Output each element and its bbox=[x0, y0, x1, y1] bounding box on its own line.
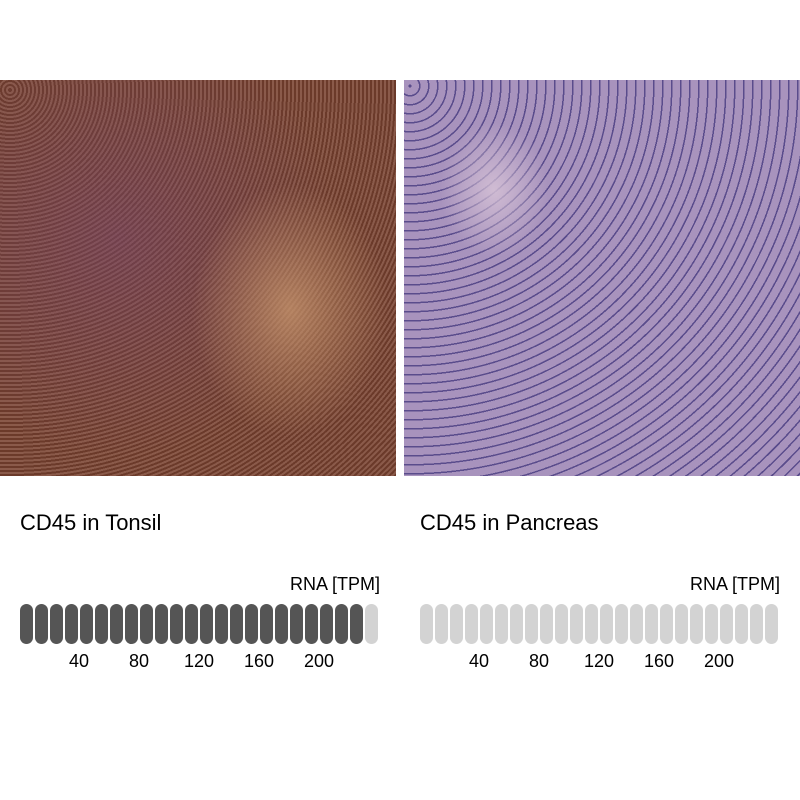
rna-label-pancreas: RNA [TPM] bbox=[689, 574, 780, 594]
rna-bar-segment bbox=[465, 604, 478, 644]
rna-bar-segment bbox=[110, 604, 123, 644]
rna-bar-segment bbox=[275, 604, 288, 644]
rna-bar-segment bbox=[480, 604, 493, 644]
tick-label: 200 bbox=[303, 651, 335, 671]
panel-title-tonsil: CD45 in Tonsil bbox=[20, 510, 162, 535]
rna-bar-segment bbox=[305, 604, 318, 644]
rna-bar-segment bbox=[735, 604, 748, 644]
rna-bar-segment bbox=[35, 604, 48, 644]
rna-bar-segment bbox=[750, 604, 763, 644]
rna-bar-segment bbox=[80, 604, 93, 644]
tick-label: 120 bbox=[583, 651, 615, 671]
rna-bar-segment bbox=[495, 604, 508, 644]
rna-bar-segment bbox=[350, 604, 363, 644]
rna-bar-segment bbox=[155, 604, 168, 644]
rna-bar-segment bbox=[200, 604, 213, 644]
panel-title-pancreas: CD45 in Pancreas bbox=[420, 510, 599, 535]
rna-bar-segment bbox=[260, 604, 273, 644]
rna-bar-segment bbox=[705, 604, 718, 644]
rna-bar-segment bbox=[20, 604, 33, 644]
rna-bar-segment bbox=[570, 604, 583, 644]
rna-bar-segment bbox=[320, 604, 333, 644]
rna-bar-segment bbox=[335, 604, 348, 644]
rna-bar-segment bbox=[690, 604, 703, 644]
rna-bar-segment bbox=[215, 604, 228, 644]
rna-bar-segment bbox=[230, 604, 243, 644]
rna-bar-segment bbox=[185, 604, 198, 644]
rna-label-tonsil: RNA [TPM] bbox=[289, 574, 380, 594]
tick-label: 40 bbox=[468, 651, 490, 671]
pancreas-tissue-image bbox=[404, 80, 800, 476]
rna-bar-segment bbox=[615, 604, 628, 644]
rna-bar-segment bbox=[630, 604, 643, 644]
tonsil-tissue-image bbox=[0, 80, 396, 476]
tick-label: 40 bbox=[68, 651, 90, 671]
rna-bar-segment bbox=[170, 604, 183, 644]
rna-bar-segment bbox=[660, 604, 673, 644]
tick-label: 80 bbox=[128, 651, 150, 671]
rna-bar-segment bbox=[555, 604, 568, 644]
tick-label: 200 bbox=[703, 651, 735, 671]
rna-bar-segment bbox=[140, 604, 153, 644]
rna-bar-segment bbox=[510, 604, 523, 644]
rna-bar-segment bbox=[675, 604, 688, 644]
rna-bar-segment bbox=[645, 604, 658, 644]
rna-bar-segment bbox=[50, 604, 63, 644]
rna-bar-segment bbox=[765, 604, 778, 644]
rna-bar-segment bbox=[450, 604, 463, 644]
rna-bar-segment bbox=[720, 604, 733, 644]
tick-label: 120 bbox=[183, 651, 215, 671]
rna-bar-segment bbox=[125, 604, 138, 644]
rna-bar-segment bbox=[435, 604, 448, 644]
rna-bar-segment bbox=[540, 604, 553, 644]
rna-bar-segment bbox=[585, 604, 598, 644]
rna-bar-segment bbox=[600, 604, 613, 644]
rna-bar-segment bbox=[365, 604, 378, 644]
rna-bar-segment bbox=[525, 604, 538, 644]
rna-bar-segment bbox=[65, 604, 78, 644]
rna-bar-segment bbox=[420, 604, 433, 644]
tick-label: 160 bbox=[243, 651, 275, 671]
tick-label: 160 bbox=[643, 651, 675, 671]
rna-bar-segment bbox=[95, 604, 108, 644]
tick-label: 80 bbox=[528, 651, 550, 671]
rna-bar-segment bbox=[245, 604, 258, 644]
rna-bar-segment bbox=[290, 604, 303, 644]
